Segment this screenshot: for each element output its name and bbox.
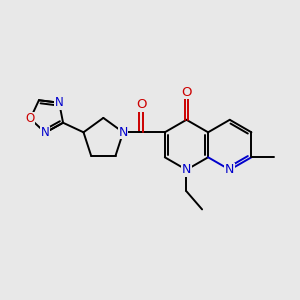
Text: N: N xyxy=(182,163,191,176)
Text: O: O xyxy=(136,98,146,111)
Text: N: N xyxy=(225,163,234,176)
Text: O: O xyxy=(26,112,35,125)
Text: N: N xyxy=(118,126,128,139)
Text: N: N xyxy=(41,126,50,139)
Text: O: O xyxy=(181,85,192,98)
Text: N: N xyxy=(55,96,64,109)
